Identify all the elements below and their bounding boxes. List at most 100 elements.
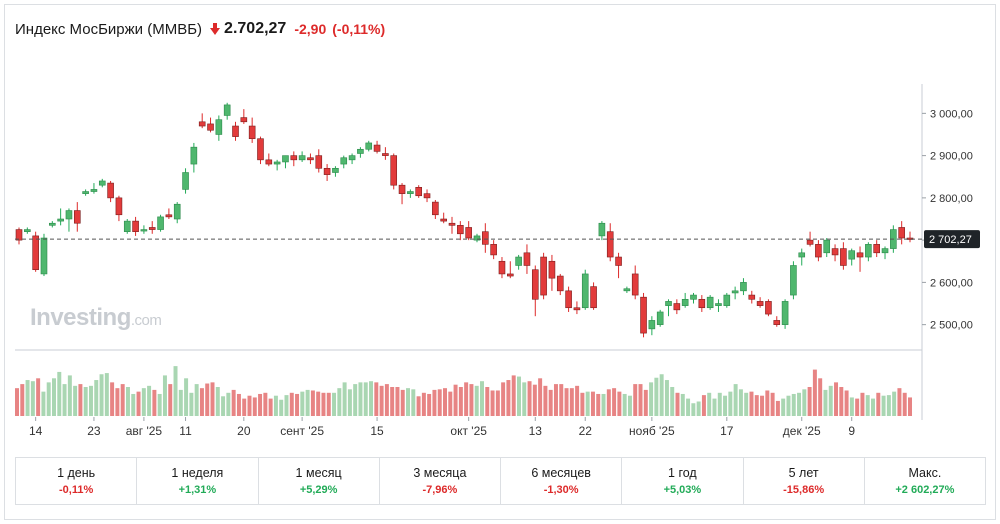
candle-body [865,244,872,258]
volume-bar [342,382,347,416]
volume-bar [347,389,352,416]
candle-body [673,303,681,311]
period-7[interactable]: Макс. +2 602,27% [865,458,985,504]
candle-body [540,256,547,296]
candle-body [840,248,847,266]
period-0[interactable]: 1 день -0,11% [16,458,138,504]
candle-body [157,216,164,230]
volume-bar [802,389,807,416]
volume-bar [194,384,199,416]
period-change: -15,86% [783,484,825,496]
period-4[interactable]: 6 месяцев -1,30% [501,458,623,504]
volume-bar [881,395,886,416]
volume-bar [834,382,839,416]
volume-bar [633,384,638,416]
period-3[interactable]: 3 месяца -7,96% [380,458,501,504]
volume-bar [580,392,585,416]
volume-bar [15,388,19,416]
watermark-brand: Investing [30,304,131,331]
candle-body [407,191,414,194]
candle-body [740,282,747,292]
volume-bar [395,387,400,416]
volume-bar [226,392,231,416]
volume-bar [125,387,130,416]
candle-body [748,294,756,300]
candle-body [173,203,181,220]
volume-bar [416,396,421,416]
volume-bar [760,395,765,416]
volume-bar [453,384,458,416]
candle-body [656,311,664,325]
arrow-down-icon [210,23,221,35]
volume-bar [670,387,675,416]
candle-body [107,182,114,199]
watermark-suffix: .com [130,312,162,329]
volume-bar [596,393,601,416]
candle-body [482,231,489,245]
volume-bar [622,393,627,416]
volume-bar [892,391,897,416]
volume-bar [136,391,141,416]
volume-bar [871,398,876,416]
volume-bar [495,390,500,416]
x-tick-label: 9 [848,424,855,438]
period-change: -1,30% [543,484,579,496]
period-label: 1 год [668,466,697,480]
x-tick-label: 23 [87,424,101,438]
candle-body [198,121,206,127]
chart-header: Индекс МосБиржи (MMBБ) 2.702,27 -2,90 (-… [15,18,385,40]
volume-bar [168,384,173,416]
volume-bar [67,375,72,416]
instrument-title[interactable]: Индекс МосБиржи (MMBБ) [15,20,203,38]
volume-bar [432,389,437,416]
volume-bar [522,382,527,416]
volume-bar [384,384,389,416]
volume-bar [115,388,120,416]
candle-body [631,273,639,296]
period-label: 1 неделя [171,466,224,480]
candle-body [531,269,539,300]
volume-bar [538,378,543,416]
period-2[interactable]: 1 месяц +5,29% [259,458,380,504]
volume-bar [406,388,411,416]
candle-body [207,123,214,131]
candle-body [357,148,364,154]
period-1[interactable]: 1 неделя +1,31% [137,458,259,504]
candle-body [215,119,223,135]
x-tick-label: 17 [720,424,734,438]
candle-body [24,229,31,232]
volume-bar [876,392,881,416]
volume-bar [94,380,99,416]
price-change-percent: (-0,11%) [332,21,386,37]
volume-bar [474,385,479,416]
candle-body [873,244,880,254]
volume-bar [701,395,706,416]
period-label: 3 месяца [413,466,467,480]
candle-body [498,260,506,275]
candle-body [348,155,356,161]
volume-bar [242,398,247,416]
volume-bar [236,393,241,416]
volume-bar [818,378,823,416]
volume-bar [908,397,912,416]
period-6[interactable]: 5 лет -15,86% [744,458,865,504]
price-chart[interactable]: 2 500,00 2 600,00 2 800,00 2 900,00 3 000,00… [0,0,1000,450]
candle-body [382,153,389,156]
candle-body [440,218,447,222]
candle-body [756,301,764,306]
volume-bar [469,384,474,416]
candle-body [332,167,339,173]
volume-bar [770,392,775,416]
candle-body [273,161,281,165]
candle-body [898,227,905,239]
period-change: +1,31% [178,484,217,496]
y-tick-label: 2 800,00 [930,193,973,205]
volume-bar [421,392,426,416]
volume-bar [99,374,104,416]
candle-body [115,197,123,216]
volume-bar [205,383,210,416]
volume-bar [210,382,215,416]
period-5[interactable]: 1 год +5,03% [622,458,744,504]
candle-body [615,256,622,266]
period-label: 1 день [57,466,96,480]
